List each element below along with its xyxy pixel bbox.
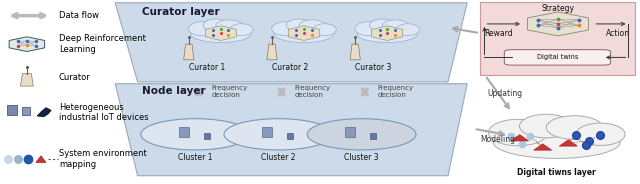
Polygon shape [20,74,33,86]
Ellipse shape [357,25,417,43]
Circle shape [224,119,333,150]
Circle shape [307,119,416,150]
Text: Curator 3: Curator 3 [355,63,391,72]
Ellipse shape [299,20,326,32]
Polygon shape [9,37,45,52]
Polygon shape [184,44,194,60]
Text: Curator 1: Curator 1 [189,63,225,72]
Text: Strategy: Strategy [541,4,575,13]
Polygon shape [372,26,403,40]
Text: Frequency
decision: Frequency decision [378,85,413,98]
Polygon shape [534,144,552,150]
Text: Data flow: Data flow [59,11,99,20]
Polygon shape [37,108,51,117]
Polygon shape [115,84,467,176]
Polygon shape [350,44,360,60]
Text: Heterogeneous
industrial IoT devices: Heterogeneous industrial IoT devices [59,102,148,122]
Text: Cluster 1: Cluster 1 [178,153,212,162]
Ellipse shape [488,119,548,146]
Ellipse shape [369,19,395,32]
Ellipse shape [203,19,228,32]
Polygon shape [205,26,236,40]
Text: Deep Reinforcement
Learning: Deep Reinforcement Learning [59,34,146,54]
Ellipse shape [230,24,253,36]
Ellipse shape [576,123,625,146]
Text: Cluster 3: Cluster 3 [344,153,379,162]
Polygon shape [559,140,577,146]
Ellipse shape [189,22,216,36]
Text: Modeling: Modeling [480,135,515,144]
Ellipse shape [286,19,312,32]
Ellipse shape [216,20,243,32]
Text: Node layer: Node layer [142,86,205,96]
Text: Frequency
decision: Frequency decision [294,85,330,98]
Ellipse shape [191,25,251,43]
Polygon shape [36,156,46,162]
Text: Digital twins: Digital twins [537,54,578,60]
Ellipse shape [274,25,334,43]
Ellipse shape [272,22,300,36]
Ellipse shape [313,24,336,36]
Ellipse shape [382,20,409,32]
Text: System environment
mapping: System environment mapping [59,149,147,169]
Polygon shape [267,44,277,60]
Text: Curator layer: Curator layer [142,7,220,17]
Text: Frequency
decision: Frequency decision [211,85,247,98]
Text: Cluster 2: Cluster 2 [261,153,296,162]
Ellipse shape [355,22,383,36]
Polygon shape [115,3,467,82]
Text: Digital tiwns layer: Digital tiwns layer [517,168,596,177]
Text: Curator 2: Curator 2 [272,63,308,72]
FancyBboxPatch shape [480,2,635,75]
Text: Updating: Updating [488,89,523,98]
Ellipse shape [493,126,620,158]
Circle shape [141,119,250,150]
Polygon shape [289,26,319,40]
Text: Reward: Reward [484,29,513,38]
Ellipse shape [396,24,419,36]
Text: Curator: Curator [59,73,91,82]
Text: Action: Action [606,29,630,38]
Polygon shape [511,135,529,141]
Ellipse shape [520,114,573,138]
Polygon shape [527,12,589,36]
Ellipse shape [547,116,603,139]
FancyBboxPatch shape [504,50,611,65]
